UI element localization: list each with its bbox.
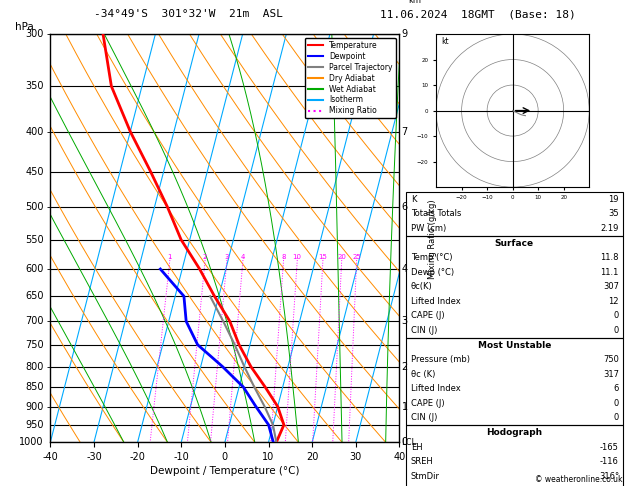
Text: 25: 25: [352, 255, 361, 260]
Text: hPa: hPa: [15, 22, 34, 32]
Text: 7: 7: [401, 126, 408, 137]
Text: 35: 35: [608, 209, 619, 218]
Text: 4: 4: [401, 264, 408, 274]
Text: 0: 0: [401, 437, 408, 447]
Text: © weatheronline.co.uk: © weatheronline.co.uk: [535, 474, 623, 484]
Text: 3: 3: [225, 255, 229, 260]
Text: 700: 700: [25, 316, 44, 326]
Text: Lifted Index: Lifted Index: [411, 297, 460, 306]
Text: Dewp (°C): Dewp (°C): [411, 268, 454, 277]
Text: 0: 0: [614, 399, 619, 408]
Text: 500: 500: [25, 202, 44, 212]
Text: -165: -165: [600, 443, 619, 451]
Text: PW (cm): PW (cm): [411, 224, 446, 233]
Text: 1: 1: [167, 255, 172, 260]
Text: 12: 12: [608, 297, 619, 306]
Text: Mixing Ratio (g/kg): Mixing Ratio (g/kg): [428, 200, 437, 279]
Text: 0: 0: [614, 326, 619, 335]
Text: 316°: 316°: [599, 472, 619, 481]
Text: 750: 750: [603, 355, 619, 364]
Text: 900: 900: [25, 401, 44, 412]
Text: 950: 950: [25, 420, 44, 430]
Text: 8: 8: [281, 255, 286, 260]
Text: Temp (°C): Temp (°C): [411, 253, 452, 262]
Text: 4: 4: [241, 255, 245, 260]
Text: 20: 20: [337, 255, 346, 260]
Text: EH: EH: [411, 443, 422, 451]
Text: 350: 350: [25, 81, 44, 91]
X-axis label: Dewpoint / Temperature (°C): Dewpoint / Temperature (°C): [150, 466, 299, 476]
Text: 10: 10: [292, 255, 302, 260]
Text: 317: 317: [603, 370, 619, 379]
Text: θᴄ(K): θᴄ(K): [411, 282, 433, 291]
Text: 400: 400: [25, 126, 44, 137]
Text: 0: 0: [614, 414, 619, 422]
Text: 3: 3: [401, 316, 408, 326]
Text: 19: 19: [608, 195, 619, 204]
Text: 1: 1: [401, 401, 408, 412]
Text: 11.06.2024  18GMT  (Base: 18): 11.06.2024 18GMT (Base: 18): [380, 9, 576, 19]
Text: Pressure (mb): Pressure (mb): [411, 355, 470, 364]
Text: -34°49'S  301°32'W  21m  ASL: -34°49'S 301°32'W 21m ASL: [94, 9, 283, 19]
Text: 11.1: 11.1: [601, 268, 619, 277]
Text: 800: 800: [25, 362, 44, 372]
Text: 650: 650: [25, 291, 44, 301]
Text: CAPE (J): CAPE (J): [411, 399, 444, 408]
Text: 6: 6: [613, 384, 619, 393]
Text: CIN (J): CIN (J): [411, 414, 437, 422]
Text: K: K: [411, 195, 416, 204]
Text: 1000: 1000: [19, 437, 44, 447]
Text: 0: 0: [614, 312, 619, 320]
Text: Lifted Index: Lifted Index: [411, 384, 460, 393]
Text: Hodograph: Hodograph: [486, 428, 542, 437]
Legend: Temperature, Dewpoint, Parcel Trajectory, Dry Adiabat, Wet Adiabat, Isotherm, Mi: Temperature, Dewpoint, Parcel Trajectory…: [304, 38, 396, 119]
Text: kt: kt: [441, 37, 449, 46]
Text: 2.19: 2.19: [601, 224, 619, 233]
Text: -116: -116: [600, 457, 619, 466]
Text: 307: 307: [603, 282, 619, 291]
Text: SREH: SREH: [411, 457, 433, 466]
Text: θᴄ (K): θᴄ (K): [411, 370, 435, 379]
Text: Most Unstable: Most Unstable: [477, 341, 551, 349]
Text: Totals Totals: Totals Totals: [411, 209, 461, 218]
Text: 15: 15: [318, 255, 327, 260]
Text: CAPE (J): CAPE (J): [411, 312, 444, 320]
Text: 450: 450: [25, 167, 44, 176]
Text: 300: 300: [25, 29, 44, 39]
Text: 9: 9: [401, 29, 408, 39]
Text: CIN (J): CIN (J): [411, 326, 437, 335]
Text: LCL: LCL: [401, 438, 417, 447]
Text: 2: 2: [401, 362, 408, 372]
Text: 550: 550: [25, 235, 44, 244]
Text: 6: 6: [401, 202, 408, 212]
Text: StmDir: StmDir: [411, 472, 440, 481]
Text: 600: 600: [25, 264, 44, 274]
Text: 750: 750: [25, 340, 44, 350]
Text: Surface: Surface: [494, 239, 534, 247]
Text: 11.8: 11.8: [601, 253, 619, 262]
Text: km: km: [408, 0, 421, 4]
Text: 850: 850: [25, 382, 44, 392]
Text: 2: 2: [203, 255, 207, 260]
